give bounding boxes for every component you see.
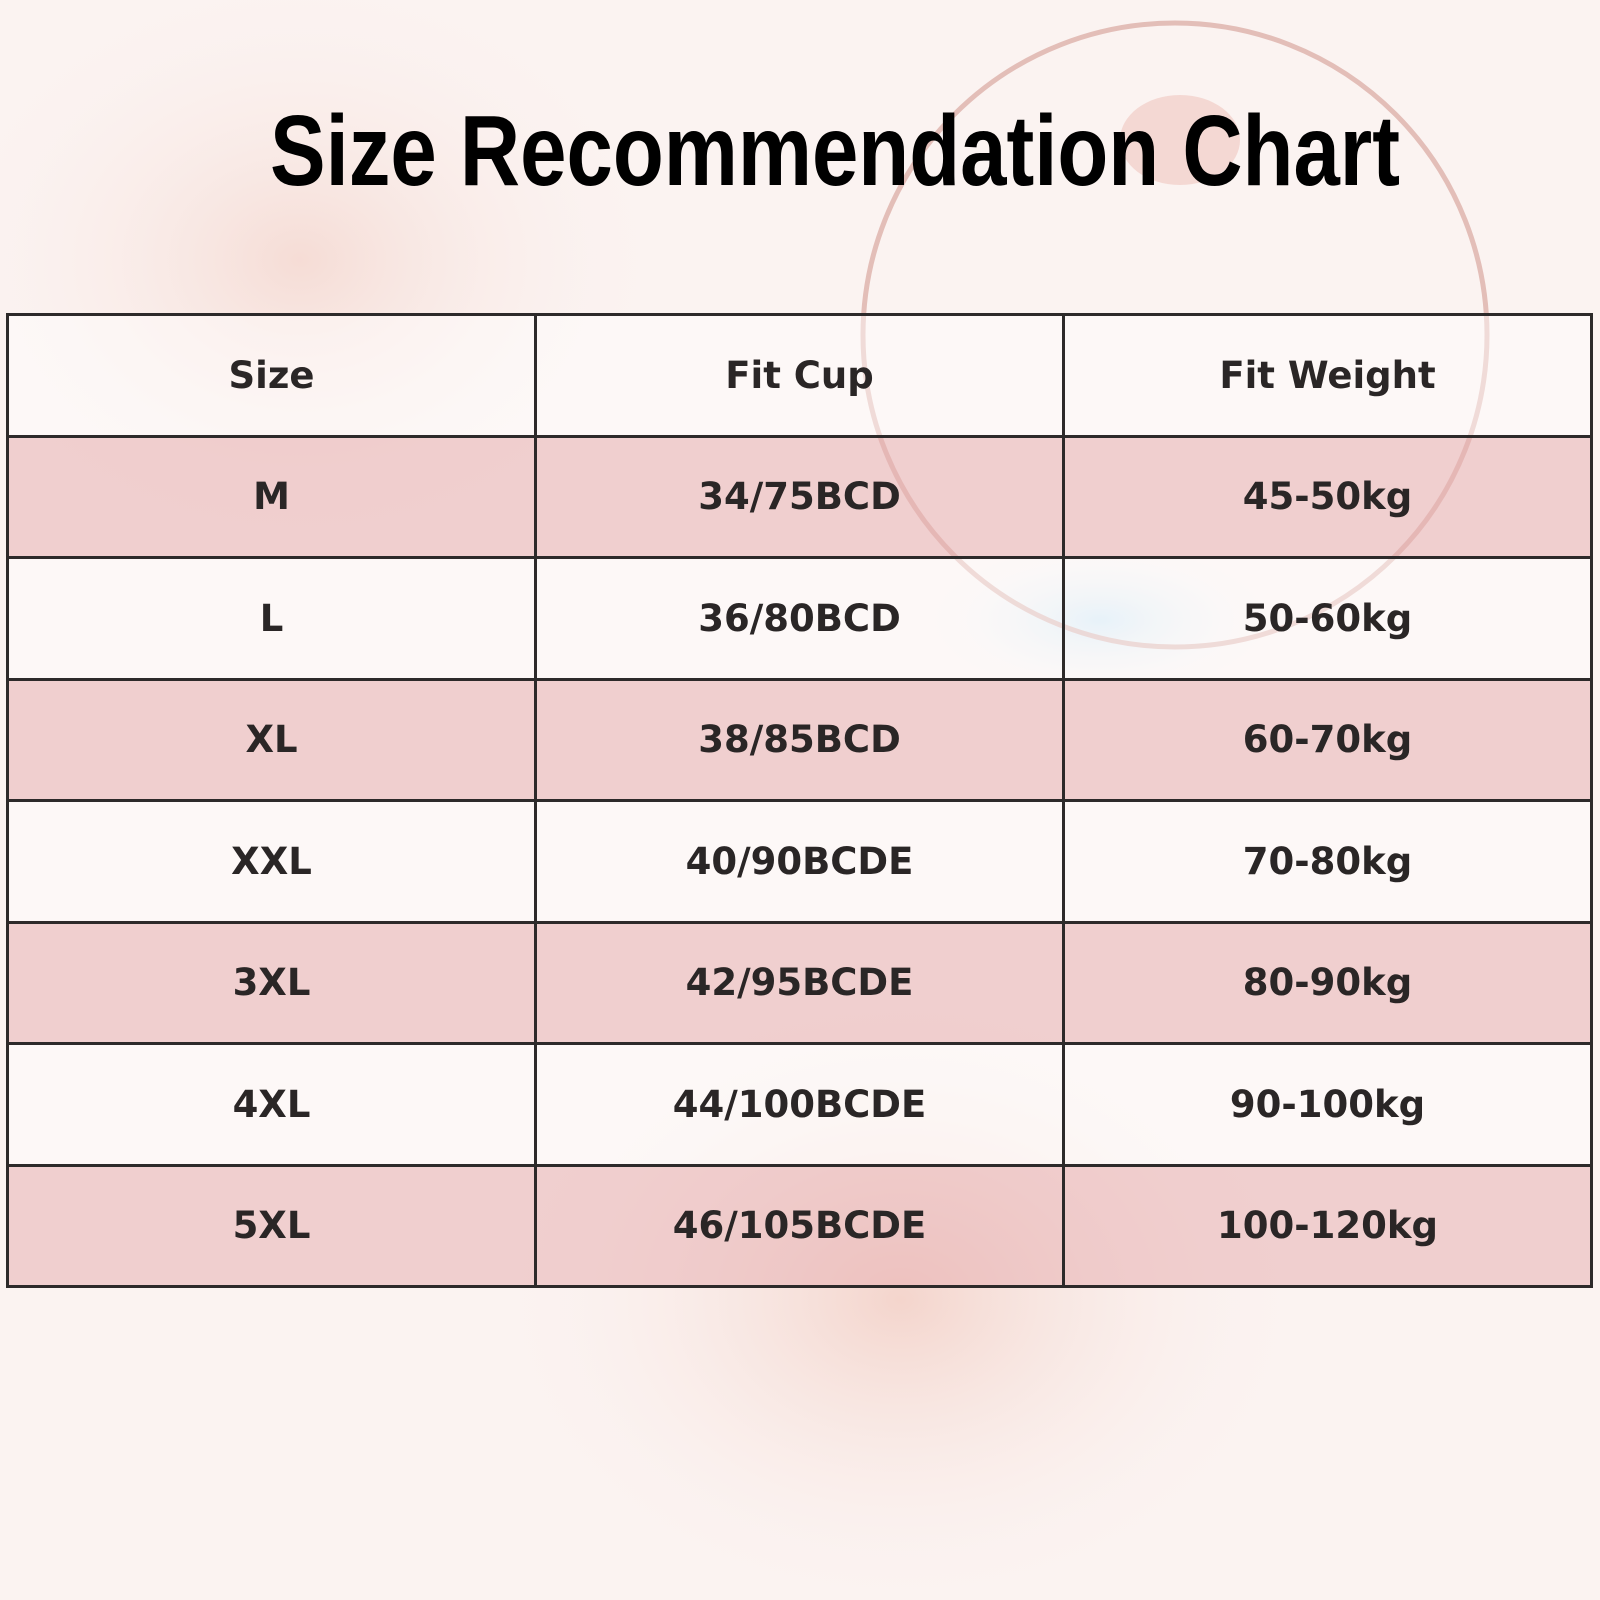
- title-area: Size Recommendation Chart: [270, 95, 1400, 207]
- table-cell: 90-100kg: [1062, 1042, 1593, 1167]
- table-row: XXL 40/90BCDE 70-80kg: [6, 799, 1593, 924]
- table-row: M 34/75BCD 45-50kg: [6, 434, 1593, 559]
- table-cell: L: [6, 556, 537, 681]
- table-cell: 70-80kg: [1062, 799, 1593, 924]
- table-row: 5XL 46/105BCDE 100-120kg: [6, 1163, 1593, 1288]
- table-cell: 5XL: [6, 1163, 537, 1288]
- table-cell: 40/90BCDE: [534, 799, 1065, 924]
- table-cell: 42/95BCDE: [534, 920, 1065, 1045]
- table-cell: 4XL: [6, 1042, 537, 1167]
- table-cell: 38/85BCD: [534, 677, 1065, 802]
- size-table: Size Fit Cup Fit Weight M 34/75BCD 45-50kg L 36…: [6, 313, 1593, 1288]
- column-header: Fit Weight: [1062, 313, 1593, 438]
- table-cell: XL: [6, 677, 537, 802]
- table-cell: 45-50kg: [1062, 434, 1593, 559]
- table-cell: 3XL: [6, 920, 537, 1045]
- table-cell: XXL: [6, 799, 537, 924]
- table-cell: 44/100BCDE: [534, 1042, 1065, 1167]
- table-row: L 36/80BCD 50-60kg: [6, 556, 1593, 681]
- table-cell: 36/80BCD: [534, 556, 1065, 681]
- header-row: Size Fit Cup Fit Weight: [6, 313, 1593, 438]
- table-cell: 100-120kg: [1062, 1163, 1593, 1288]
- table-row: 4XL 44/100BCDE 90-100kg: [6, 1042, 1593, 1167]
- table-cell: 46/105BCDE: [534, 1163, 1065, 1288]
- column-header: Size: [6, 313, 537, 438]
- table-cell: M: [6, 434, 537, 559]
- table-row: 3XL 42/95BCDE 80-90kg: [6, 920, 1593, 1045]
- table-row: XL 38/85BCD 60-70kg: [6, 677, 1593, 802]
- table-cell: 50-60kg: [1062, 556, 1593, 681]
- table-cell: 34/75BCD: [534, 434, 1065, 559]
- table-cell: 80-90kg: [1062, 920, 1593, 1045]
- table-cell: 60-70kg: [1062, 677, 1593, 802]
- page-title: Size Recommendation Chart: [270, 95, 1400, 207]
- column-header: Fit Cup: [534, 313, 1065, 438]
